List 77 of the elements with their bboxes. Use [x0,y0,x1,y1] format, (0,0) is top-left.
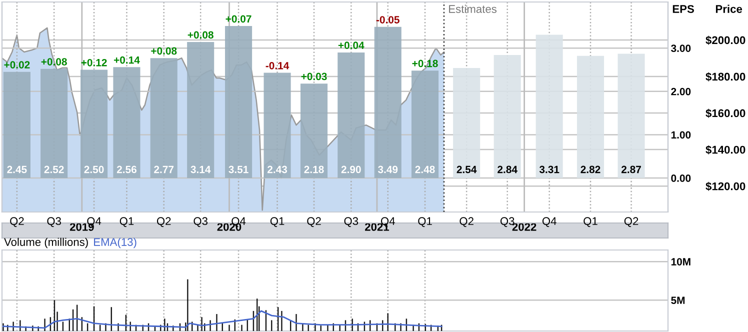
annotation: +0.04 [338,42,364,49]
bar [40,68,68,178]
y2-axis-title: Price [716,4,742,13]
annotation: -0.14 [266,62,290,70]
data-label: 2.45 [7,166,27,174]
y2-tick-label: $160.00 [706,108,746,118]
data-label: 2.54 [456,166,477,174]
x-tick-label: Q1 [120,217,134,228]
bar [113,67,140,178]
x-tick-label: Q2 [156,217,171,228]
x-tick-label: Q3 [344,217,358,228]
y2-tick-label: $120.00 [706,182,746,191]
annotation: +0.08 [188,31,214,39]
data-label: 2.43 [268,166,288,174]
data-label: 3.31 [539,166,560,174]
bar [150,58,178,178]
y2-tick-label: $180.00 [706,72,746,82]
x-tick-label: Q1 [270,217,284,228]
data-label: 2.52 [44,166,64,174]
y2-tick-label: $200.00 [706,36,746,45]
bar [225,26,252,178]
bar [618,54,645,178]
text: EMA(13) [94,238,136,248]
annotation: +0.12 [81,58,107,66]
x-tick-label: Q1 [584,217,598,228]
data-label: 2.82 [580,166,600,174]
y2-tick-label: $140.00 [706,145,746,154]
bar [300,84,328,178]
bar [576,56,604,178]
y-tick-label: 3.00 [671,44,691,52]
bar [3,72,30,178]
data-label: 2.90 [341,166,361,174]
data-label: 3.51 [228,166,248,174]
x-tick-label: Q4 [542,217,556,228]
annotation: +0.08 [41,58,67,66]
bar [453,68,480,178]
data-label: 3.49 [378,166,398,174]
annotation: +0.08 [151,47,177,55]
annotation: -0.05 [376,16,400,24]
x-tick-label: Q1 [418,217,432,228]
y-tick-label: 2.00 [671,88,691,96]
data-label: 2.56 [116,166,136,174]
data-label: 2.84 [498,166,518,174]
bar [494,55,521,178]
data-label: 3.14 [190,166,211,174]
x-tick-label: Q2 [460,217,474,228]
data-label: 2.50 [84,166,104,174]
y-axis-title: EPS [672,5,694,13]
x-tick-label: Q3 [47,217,61,228]
bar [536,34,563,178]
x-tick-label: Q3 [500,217,514,228]
line-series [2,310,442,329]
data-label: 2.48 [415,166,435,174]
data-label: 2.87 [621,166,641,174]
bar [374,26,402,178]
x-tick-label: Q2 [10,217,24,228]
ref-line-label: Estimates [449,4,497,13]
annotation: +0.03 [301,72,327,80]
y-tick-label: 1.00 [671,131,691,139]
bar [264,72,291,178]
x-tick-label: Q2 [307,217,321,228]
data-label: 2.77 [154,166,174,174]
x-tick-label: Q3 [194,217,208,228]
bar [187,42,214,178]
y-tick-label: 0.00 [671,174,691,182]
annotation: +0.18 [412,60,438,68]
bar [338,52,365,178]
y-tick-label: 5M [671,296,685,304]
bar [80,70,108,178]
annotation: +0.07 [226,15,252,23]
annotation: +0.14 [114,56,140,64]
data-label: 2.18 [304,166,324,174]
annotation: +0.02 [4,61,30,68]
bar [411,70,439,178]
y-tick-label: 10M [671,258,690,266]
x-tick-label: Q2 [624,217,638,228]
chart-title: Volume (millions) [4,238,88,248]
